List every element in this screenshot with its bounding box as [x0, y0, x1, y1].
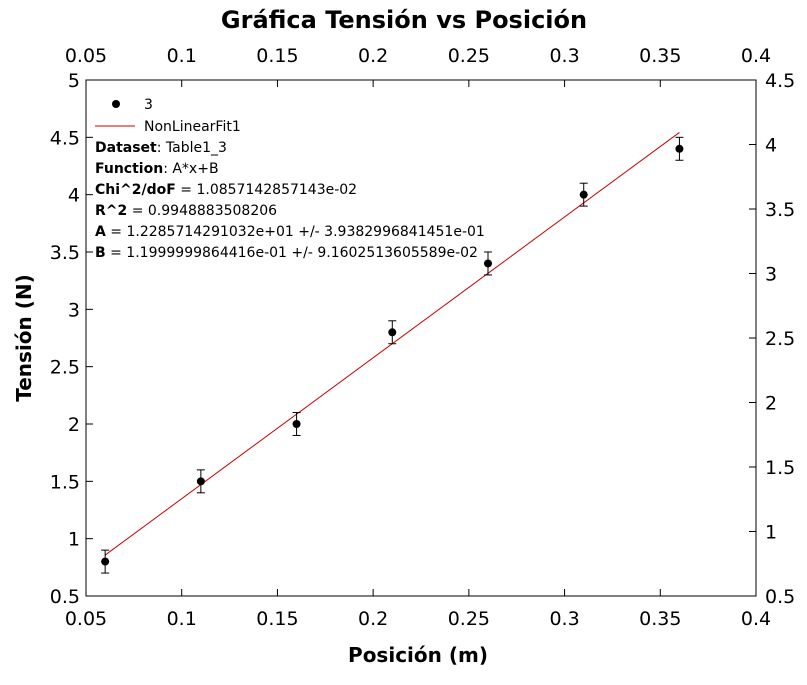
- x-tick-label-bottom: 0.1: [167, 608, 197, 630]
- x-tick-label-bottom: 0.2: [358, 608, 388, 630]
- x-tick-label-top: 0.4: [741, 45, 771, 67]
- x-tick-label-top: 0.2: [358, 45, 388, 67]
- data-points-layer: [101, 136, 684, 574]
- fit-info-value: = 1.0857142857143e-02: [176, 182, 357, 198]
- fit-info-row: Chi^2/doF = 1.0857142857143e-02: [95, 182, 357, 198]
- y-tick-label-right: 1.5: [765, 457, 795, 479]
- y-tick-label-right: 2.5: [765, 328, 795, 350]
- y-tick-label-right: 1: [765, 522, 777, 544]
- fit-info-value: : A*x+B: [163, 161, 218, 177]
- y-tick-label-left: 4.5: [50, 127, 80, 149]
- y-tick-label-right: 4.5: [765, 70, 795, 92]
- y-tick-label-left: 1: [68, 529, 80, 551]
- legend-marker-points: [112, 100, 120, 108]
- fit-info-value: = 1.2285714291032e+01 +/- 3.938299684145…: [106, 224, 485, 240]
- x-tick-label-bottom: 0.25: [448, 608, 490, 630]
- data-point: [388, 328, 397, 337]
- data-point: [675, 144, 684, 153]
- x-tick-label-bottom: 0.05: [65, 608, 107, 630]
- y-tick-label-right: 0.5: [765, 586, 795, 608]
- data-point: [196, 477, 205, 486]
- fit-info-value: = 1.1999999864416e-01 +/- 9.160251360558…: [106, 245, 478, 261]
- y-tick-label-right: 2: [765, 393, 777, 415]
- x-tick-label-top: 0.3: [549, 45, 579, 67]
- x-tick-label-top: 0.25: [448, 45, 490, 67]
- legend-label-fit: NonLinearFit1: [144, 119, 241, 135]
- fit-info-row: R^2 = 0.9948883508206: [95, 203, 277, 219]
- fit-info-box: Dataset: Table1_3 Function: A*x+B Chi^2/do…: [95, 140, 485, 261]
- data-point: [579, 190, 588, 199]
- x-tick-label-bottom: 0.15: [256, 608, 298, 630]
- fit-info-row: A = 1.2285714291032e+01 +/- 3.9382996841…: [95, 224, 485, 240]
- data-point: [292, 420, 301, 428]
- y-tick-label-left: 3.5: [50, 242, 80, 264]
- x-tick-label-top: 0.35: [639, 45, 681, 67]
- axis-ticks: 0.05 0.05 0.1 0.1 0.15 0.15 0.2 0.2 0.25 0.25 0.3 0…: [50, 45, 795, 630]
- x-axis-title: Posición (m): [348, 643, 488, 667]
- y-tick-label-right: 3: [765, 264, 777, 286]
- x-tick-label-top: 0.1: [167, 45, 197, 67]
- fit-info-key: R^2: [95, 203, 127, 219]
- y-axis-title: Tensión (N): [12, 274, 36, 402]
- fit-info-row: B = 1.1999999864416e-01 +/- 9.1602513605…: [95, 245, 478, 261]
- y-tick-label-left: 5: [68, 70, 80, 92]
- fit-info-key: Function: [95, 161, 163, 177]
- fit-info-value: = 0.9948883508206: [127, 203, 277, 219]
- fit-info-value: : Table1_3: [157, 140, 227, 156]
- chart-title: Gráfica Tensión vs Posición: [221, 6, 587, 34]
- y-tick-label-left: 4: [68, 185, 80, 207]
- fit-info-key: Chi^2/doF: [95, 182, 176, 198]
- x-tick-label-bottom: 0.4: [741, 608, 771, 630]
- legend: 3 NonLinearFit1: [95, 97, 241, 135]
- y-tick-label-left: 3: [68, 299, 80, 321]
- x-tick-label-bottom: 0.3: [549, 608, 579, 630]
- legend-label-points: 3: [144, 97, 153, 113]
- fit-info-key: B: [95, 245, 106, 261]
- y-tick-label-left: 2.5: [50, 357, 80, 379]
- y-tick-label-right: 3.5: [765, 199, 795, 221]
- plot-frame: [85, 79, 757, 597]
- x-tick-label-top: 0.05: [65, 45, 107, 67]
- fit-info-row: Function: A*x+B: [95, 161, 219, 177]
- fit-info-row: Dataset: Table1_3: [95, 140, 227, 156]
- fit-info-key: Dataset: [95, 140, 157, 156]
- fit-info-key: A: [95, 224, 106, 240]
- y-tick-label-left: 1.5: [50, 471, 80, 493]
- x-tick-label-bottom: 0.35: [639, 608, 681, 630]
- y-tick-label-right: 4: [765, 135, 777, 157]
- y-tick-label-left: 2: [68, 414, 80, 436]
- x-tick-label-top: 0.15: [256, 45, 298, 67]
- data-point: [101, 557, 110, 566]
- data-point: [484, 259, 492, 268]
- y-tick-label-left: 0.5: [50, 586, 80, 608]
